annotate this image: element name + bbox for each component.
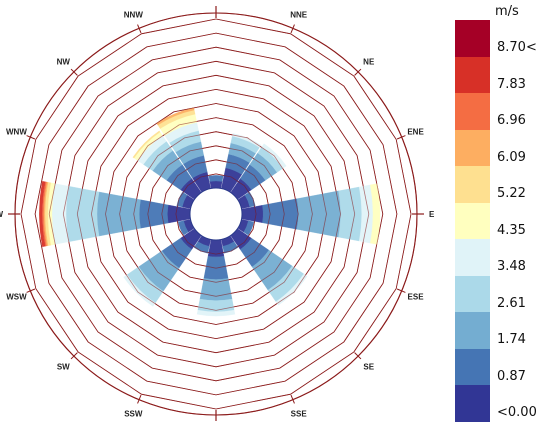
legend-label: 3.48 <box>497 259 526 274</box>
frequency-ring <box>34 32 398 396</box>
legend-swatch <box>455 93 490 130</box>
wedge-ssw-bin-9 <box>193 241 210 254</box>
direction-label-nne: NNE <box>290 10 308 19</box>
legend-label: 8.70< <box>497 40 537 55</box>
legend-swatch <box>455 166 490 203</box>
wedge-e-bin-7 <box>338 186 362 242</box>
frequency-ring <box>62 60 370 368</box>
tick-nw <box>70 68 78 76</box>
direction-label-wnw: WNW <box>6 127 27 136</box>
wedge-ene-bin-9 <box>244 191 256 208</box>
frequency-ring <box>20 18 412 410</box>
wedge-w-bin-1 <box>39 181 46 247</box>
legend-swatch <box>455 385 490 422</box>
wedge-e-bin-8 <box>296 190 341 238</box>
legend-swatch <box>455 312 490 349</box>
frequency-ring <box>175 173 257 255</box>
tick-ese <box>396 288 406 293</box>
color-legend: m/s 8.70< 7.83 6.96 6.09 5.22 4.35 3.48 2.61 1.7… <box>455 0 541 422</box>
wedge-wsw-bin-9 <box>177 220 189 236</box>
frequency-ring <box>105 103 327 325</box>
wedge-w-bin-7 <box>65 186 100 242</box>
tick-nne <box>290 24 295 34</box>
direction-label-sse: SSE <box>291 410 308 419</box>
direction-label-nnw: NNW <box>124 10 144 19</box>
tick-se <box>354 352 362 360</box>
legend-label: <0.00 <box>497 405 537 420</box>
direction-label-sw: SW <box>57 363 70 372</box>
wedge-nne-bin-6 <box>232 133 262 148</box>
tick-nnw <box>137 24 142 34</box>
frequency-ring <box>48 46 384 382</box>
direction-label-ene: ENE <box>407 127 424 136</box>
wedge-se-bin-6 <box>275 273 308 306</box>
legend-swatch <box>455 239 490 276</box>
legend-label: 0.87 <box>497 368 526 384</box>
legend-swatch <box>455 275 490 313</box>
tick-sw <box>70 352 78 360</box>
wedge-n-bin-10 <box>209 180 223 189</box>
wedge-ese-bin-9 <box>243 220 255 236</box>
wind-rose-chart: NNNENEENEEESESESSESSSWSWWSWWWNWNWNNW <box>0 6 435 421</box>
tick-sse <box>290 394 295 404</box>
frequency-ring <box>76 74 356 354</box>
direction-label-ese: ESE <box>408 293 425 302</box>
tick-wsw <box>26 288 36 293</box>
direction-label-wsw: WSW <box>6 293 27 302</box>
wedge-n-bin-9 <box>208 175 224 182</box>
direction-label-nw: NW <box>57 57 71 66</box>
tick-wnw <box>26 135 36 140</box>
direction-label-ssw: SSW <box>124 410 143 419</box>
legend-swatch <box>455 348 490 386</box>
legend-label: 4.35 <box>497 222 526 238</box>
wedge-s-bin-8 <box>199 278 233 301</box>
wedge-s-bin-6 <box>196 309 236 317</box>
direction-label-ne: NE <box>363 57 375 66</box>
direction-label-se: SE <box>363 363 374 372</box>
frequency-ring <box>147 145 285 283</box>
frequency-ring <box>90 88 342 340</box>
wedge-wnw-bin-9 <box>176 191 188 208</box>
legend-label: 6.96 <box>497 113 526 128</box>
wedge-sse-bin-9 <box>222 241 239 254</box>
calm-center <box>189 187 243 241</box>
legend-label: 2.61 <box>497 295 526 311</box>
wedge-nw-bin-4 <box>132 130 161 159</box>
frequency-ring <box>119 117 313 311</box>
wedge-w-bin-6 <box>51 183 69 245</box>
legend-swatch <box>455 202 490 240</box>
direction-label-w: W <box>0 210 3 219</box>
wedge-s-bin-7 <box>197 298 235 312</box>
legend-unit: m/s <box>495 4 519 19</box>
tick-ssw <box>137 394 142 404</box>
legend-label: 7.83 <box>497 76 526 92</box>
legend-label: 1.74 <box>497 332 526 347</box>
legend-label: 5.22 <box>497 186 526 201</box>
legend-label: 6.09 <box>497 149 526 165</box>
direction-ticks <box>8 6 424 421</box>
frequency-ring <box>133 131 299 297</box>
legend-swatch <box>455 20 490 57</box>
legend-swatch <box>455 56 490 94</box>
frequency-ring <box>161 159 271 269</box>
direction-labels: NNNENEENEEESESESSESSSWSWWSWWWNWNWNNW <box>0 10 435 419</box>
legend-swatch <box>455 129 490 167</box>
tick-ne <box>354 68 362 76</box>
direction-label-e: E <box>429 210 435 219</box>
tick-ene <box>396 135 406 140</box>
